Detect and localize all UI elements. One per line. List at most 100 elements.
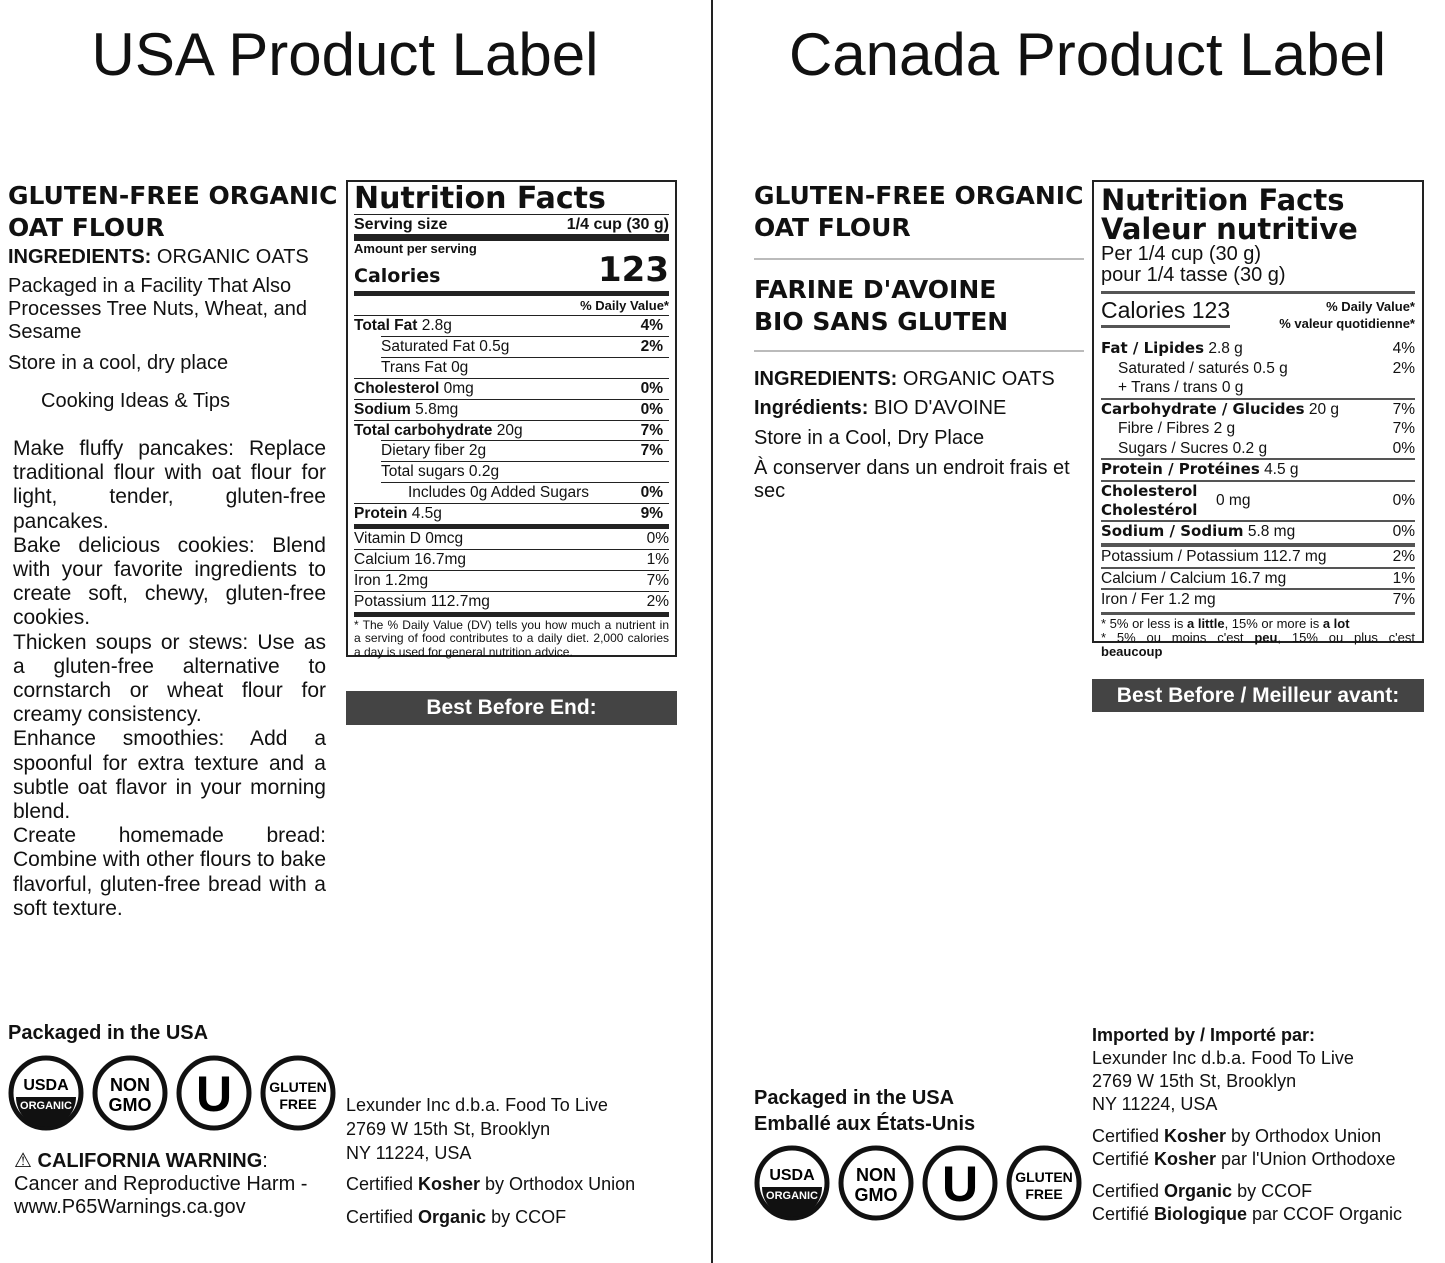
- nf-title: Nutrition Facts: [354, 181, 606, 216]
- nutrient-row: Iron / Fer 1.2 mg 7%: [1101, 588, 1415, 610]
- nutrient-dv: 0%: [1392, 522, 1415, 540]
- serving-size-row: Serving size 1/4 cup (30 g): [354, 214, 669, 234]
- kosher-cert: Certified Kosher by Orthodox Union: [1092, 1126, 1382, 1146]
- nutrient-name: + Trans / trans: [1118, 379, 1218, 396]
- nutrient-name: Saturated / saturés: [1118, 359, 1249, 377]
- organic-cert-fr: Certifié Biologique par CCOF Organic: [1092, 1204, 1403, 1224]
- nutrient-dv: 7%: [1392, 591, 1415, 608]
- nutrient-amount: 20g: [496, 421, 523, 439]
- nutrient-amount: 0g: [451, 358, 469, 376]
- nutrient-dv: 7%: [1392, 400, 1415, 418]
- canada-label-title: Canada Product Label: [788, 21, 1387, 88]
- canada-cert-logos: USDA ORGANIC NON GMO U GLUTEN FREE: [754, 1145, 1082, 1221]
- address-line: 2769 W 15th St, Brooklyn: [1092, 1071, 1297, 1091]
- amount-per-serving: Amount per serving: [354, 234, 669, 257]
- calories-value: 123: [598, 250, 669, 290]
- nutrient-name: Includes: [408, 484, 466, 502]
- nutrient-row: Calcium 16.7mg 1%: [354, 548, 669, 570]
- nf-title-fr: Valeur nutritive: [1101, 212, 1358, 246]
- nutrient-label: Protein 4.5g: [354, 504, 442, 524]
- nutrient-amount: 1.2 mg: [1168, 591, 1216, 608]
- address-line: Lexunder Inc d.b.a. Food To Live: [1092, 1048, 1354, 1068]
- canada-nutrition-facts: Nutrition Facts Valeur nutritive Per 1/4…: [1092, 180, 1424, 658]
- nutrient-label: Fibre / Fibres 2 g: [1101, 419, 1235, 439]
- packaged-en: Packaged in the USA: [754, 1087, 955, 1109]
- nutrient-dv: 2%: [1392, 548, 1415, 565]
- nutrient-row: Total Fat 2.8g 4%: [354, 315, 669, 336]
- california-warning: ⚠ CALIFORNIA WARNING: Cancer and Reprodu…: [14, 1150, 308, 1218]
- tip-item: Thicken soups or stews: Use as a gluten-…: [13, 630, 326, 727]
- nutrient-dv: 9%: [640, 505, 663, 523]
- serving-size-label: Serving size: [354, 216, 448, 233]
- nutrient-row: Cholesterol Cholestérol 0 mg 0%: [1101, 479, 1415, 520]
- usa-tips-heading: Cooking Ideas & Tips: [41, 390, 230, 412]
- usa-ingredients: ORGANIC OATS: [156, 246, 309, 268]
- nutrient-dv: 2%: [646, 592, 669, 610]
- svg-text:FREE: FREE: [279, 1096, 316, 1112]
- nutrient-dv: 0%: [1392, 439, 1415, 457]
- nutrient-label: Sodium 5.8mg: [354, 400, 458, 420]
- nutrient-name: Carbohydrate / Glucides: [1101, 399, 1305, 418]
- nutrient-name: Potassium: [354, 592, 427, 610]
- nutrient-row: Iron 1.2mg 7%: [354, 569, 669, 591]
- nutrient-name: Iron / Fer: [1101, 591, 1164, 608]
- nutrient-amount: 2.8g: [421, 317, 452, 334]
- nutrient-label: Potassium / Potassium 112.7 mg: [1101, 547, 1326, 567]
- nutrient-label: Iron 1.2mg: [354, 571, 428, 591]
- canada-product-name-en: GLUTEN-FREE ORGANIC OAT FLOUR: [754, 181, 1084, 242]
- ingredients-label: INGREDIENTS:: [754, 368, 898, 390]
- nutrient-label: Potassium 112.7mg: [354, 592, 490, 612]
- warning-text: Cancer and Reproductive Harm - www.P65Wa…: [14, 1173, 308, 1218]
- nutrient-dv: 7%: [640, 442, 663, 460]
- nutrient-name: Iron: [354, 571, 381, 589]
- usa-best-before: Best Before End:: [346, 691, 677, 725]
- nutrient-dv: 0%: [640, 400, 663, 418]
- nutrient-amount: 4.5 g: [1264, 461, 1299, 478]
- nutrient-label: Sodium / Sodium 5.8 mg: [1101, 522, 1295, 542]
- tip-item: Make fluffy pancakes: Replace traditiona…: [13, 437, 326, 533]
- serving-size-value: 1/4 cup (30 g): [566, 216, 669, 233]
- nutrient-row: Dietary fiber 2g 7%: [381, 440, 669, 461]
- nutrient-dv: 0%: [1392, 491, 1415, 509]
- nutrient-amount: 5.8mg: [415, 400, 459, 418]
- tip-item: Enhance smoothies: Add a spoonful for ex…: [13, 727, 326, 824]
- nutrient-dv: [663, 462, 669, 482]
- nutrient-amount: 5.8 mg: [1247, 522, 1296, 540]
- nutrient-label: Vitamin D 0mcg: [354, 529, 463, 549]
- nutrient-label: Total sugars 0.2g: [381, 462, 499, 482]
- usa-ingredients-label: INGREDIENTS:: [8, 246, 152, 268]
- nutrient-dv: 2%: [1392, 359, 1415, 377]
- nutrient-row: Protein 4.5g 9%: [354, 503, 669, 524]
- nutrient-name: Total Fat: [354, 317, 418, 334]
- nutrient-label: + Trans / trans 0 g: [1101, 378, 1243, 398]
- serving-fr: pour 1/4 tasse (30 g): [1101, 264, 1286, 286]
- nutrient-dv: 7%: [1392, 420, 1415, 437]
- svg-text:USDA: USDA: [23, 1077, 69, 1094]
- nutrient-row: Sugars / Sucres 0.2 g 0%: [1101, 439, 1415, 459]
- svg-text:ORGANIC: ORGANIC: [766, 1190, 818, 1202]
- separator: [754, 350, 1084, 352]
- calories: Calories 123: [1101, 294, 1231, 328]
- nutrient-row: Fat / Lipides 2.8 g 4%: [1101, 339, 1415, 359]
- usa-facility-note: Packaged in a Facility That Also Process…: [8, 275, 308, 343]
- nutrient-label: Carbohydrate / Glucides 20 g: [1101, 400, 1339, 420]
- canada-nutrient-rows: Fat / Lipides 2.8 g 4% Saturated / saturés…: [1101, 339, 1415, 610]
- nutrient-row: Vitamin D 0mcg 0%: [354, 524, 669, 549]
- nutrient-name: Protein: [354, 505, 408, 523]
- nutrient-row: Trans Fat 0g: [381, 356, 669, 378]
- nutrient-label: Cholesterol 0mg: [354, 379, 474, 399]
- svg-text:GMO: GMO: [109, 1095, 152, 1115]
- nutrient-row: Fibre / Fibres 2 g 7%: [1101, 419, 1415, 439]
- separator: [754, 258, 1084, 260]
- panel-divider: [711, 0, 713, 1263]
- warning-title: CALIFORNIA WARNING: [37, 1150, 263, 1172]
- nutrient-dv: 1%: [646, 550, 669, 568]
- nutrient-row: Total carbohydrate 20g 7%: [354, 419, 669, 441]
- nutrient-name: Trans Fat: [381, 358, 447, 376]
- usa-product-info: GLUTEN-FREE ORGANIC OAT FLOUR INGREDIENT…: [8, 180, 343, 921]
- nutrient-row: + Trans / trans 0 g: [1101, 378, 1415, 398]
- nutrient-name: Dietary fiber: [381, 442, 465, 460]
